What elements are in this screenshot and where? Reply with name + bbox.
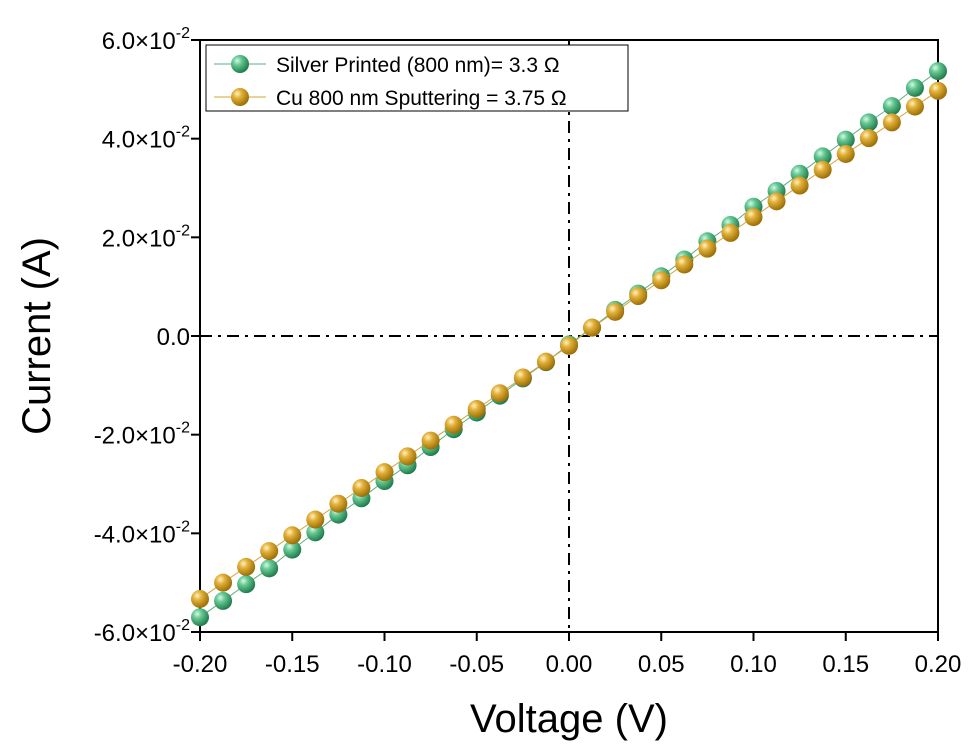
series-1 [191,81,947,608]
data-point [421,431,440,450]
data-point [191,608,209,627]
data-point [260,542,279,561]
data-point [329,494,348,513]
data-point [629,287,648,306]
y-tick-label: -6.0×10-2 [94,617,190,647]
data-point [560,336,578,355]
data-point [767,192,786,211]
data-point [214,591,233,610]
data-point [306,523,325,542]
data-point [536,352,555,371]
legend-label-cu: Cu 800 nm Sputtering = 3.75 Ω [276,87,567,110]
data-point [721,223,740,242]
x-tick-label: 0.05 [638,651,685,678]
series-layer [191,62,947,627]
data-point [237,575,256,594]
legend-label-silver: Silver Printed (800 nm)= 3.3 Ω [276,54,560,77]
y-tick-label: 2.0×10-2 [102,222,190,252]
x-tick-label: 0.00 [546,651,593,678]
data-point [398,447,417,466]
x-tick-label: 0.10 [730,651,777,678]
data-point [905,78,924,97]
x-axis-title: Voltage (V) [470,697,668,741]
y-tick-label: -4.0×10-2 [94,518,190,548]
legend: Silver Printed (800 nm)= 3.3 Ω Cu 800 nm… [205,44,629,112]
legend-marker-silver [231,55,249,73]
data-point [652,271,671,290]
data-point [513,368,532,387]
data-point [929,62,947,81]
y-tick-labels: 6.0×10-2 4.0×10-2 2.0×10-2 0.0 -2.0×10-2 -4.0… [94,25,190,647]
y-tick-label: 0.0 [157,324,190,351]
x-tick-label: -0.15 [265,651,320,678]
legend-box [205,44,629,112]
data-point [675,255,694,274]
x-tick-labels: -0.20 -0.15 -0.10 -0.05 0.00 0.05 0.10 0.15 0.20 [173,651,962,678]
data-point [905,97,924,116]
data-point [490,384,509,403]
x-tick-label: -0.05 [449,651,504,678]
data-point [813,160,832,179]
data-point [583,318,602,337]
data-point [882,97,901,116]
data-point [467,400,486,419]
data-point [352,478,371,497]
data-point [836,144,855,163]
data-point [813,147,832,166]
data-point [929,81,947,100]
data-point [882,113,901,132]
data-point [306,510,325,529]
data-point [375,463,394,482]
data-point [444,415,463,434]
axis-ticks [191,39,939,641]
legend-marker-cu [231,88,249,106]
x-tick-label: 0.15 [822,651,869,678]
y-tick-label: 6.0×10-2 [102,25,190,55]
data-point [790,176,809,195]
data-point [698,239,717,258]
y-tick-label: -2.0×10-2 [94,420,190,450]
data-point [283,540,302,559]
x-tick-label: -0.10 [357,651,412,678]
data-point [836,130,855,149]
data-point [260,559,279,578]
data-point [744,208,763,227]
data-point [191,589,209,608]
data-point [606,302,625,321]
data-point [237,557,256,576]
x-tick-label: -0.20 [173,651,228,678]
data-point [859,129,878,148]
data-point [283,526,302,545]
data-point [859,113,878,132]
data-point [214,573,233,592]
y-tick-label: 4.0×10-2 [102,124,190,154]
y-axis-title: Current (A) [15,237,59,435]
x-tick-label: 0.20 [915,651,962,678]
